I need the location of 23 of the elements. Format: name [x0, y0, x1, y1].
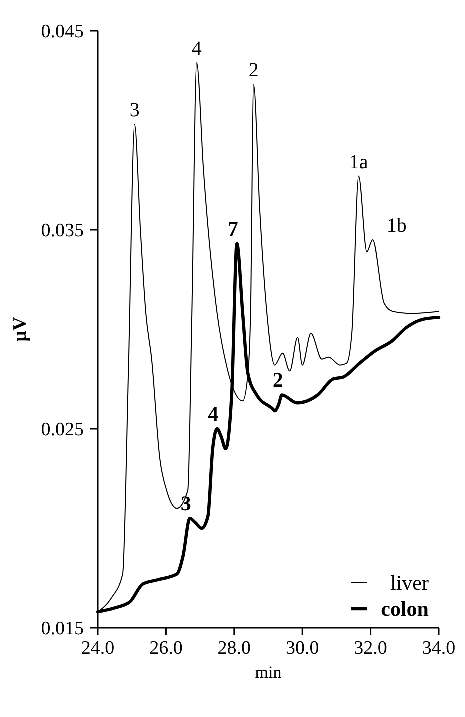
y-tick-label: 0.035 [41, 220, 84, 242]
annotation: 3 [130, 100, 140, 122]
x-tick-label: 30.0 [286, 638, 320, 659]
x-tick-label: 32.0 [354, 638, 388, 659]
annotation: 1a [349, 151, 368, 174]
annotation: 4 [208, 402, 220, 426]
y-tick-label: 0.015 [41, 618, 84, 640]
annotation: 2 [248, 60, 259, 82]
x-tick-label: 24.0 [81, 638, 115, 659]
x-tick-label: 34.0 [422, 638, 456, 659]
x-tick-label: 28.0 [218, 638, 252, 659]
annotation: 4 [192, 38, 202, 60]
annotation: 1b [386, 214, 407, 237]
y-axis-title: µV [10, 316, 31, 342]
y-tick-label: 0.025 [41, 420, 84, 441]
annotation: 2 [272, 368, 284, 392]
y-tick-label: 0.045 [41, 22, 84, 43]
annotation: 3 [180, 492, 192, 516]
x-tick-label: 26.0 [150, 638, 183, 659]
legend-label: colon [381, 597, 430, 621]
x-axis-title: min [255, 663, 282, 682]
annotation: 7 [228, 216, 238, 241]
legend-label: liver [390, 571, 430, 595]
